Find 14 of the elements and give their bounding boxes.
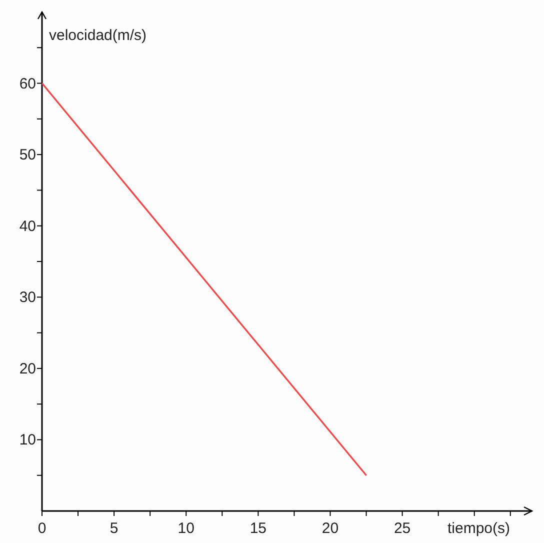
y-axis-title: velocidad(m/s) <box>49 27 147 44</box>
y-tick-label: 50 <box>19 146 36 164</box>
x-tick-label: 5 <box>110 520 118 537</box>
y-tick-label: 60 <box>19 75 36 92</box>
x-tick-label: 20 <box>322 520 339 537</box>
y-tick-label: 30 <box>19 289 36 306</box>
y-tick-label: 10 <box>19 432 36 449</box>
y-tick-label: 20 <box>19 360 36 378</box>
x-tick-label: 15 <box>250 520 267 537</box>
x-axis-title: tiempo(s) <box>447 520 510 537</box>
x-tick-label: 25 <box>394 520 411 537</box>
y-tick-label: 40 <box>19 218 36 235</box>
x-tick-label: 10 <box>178 520 194 537</box>
x-tick-label: 0 <box>38 520 46 537</box>
